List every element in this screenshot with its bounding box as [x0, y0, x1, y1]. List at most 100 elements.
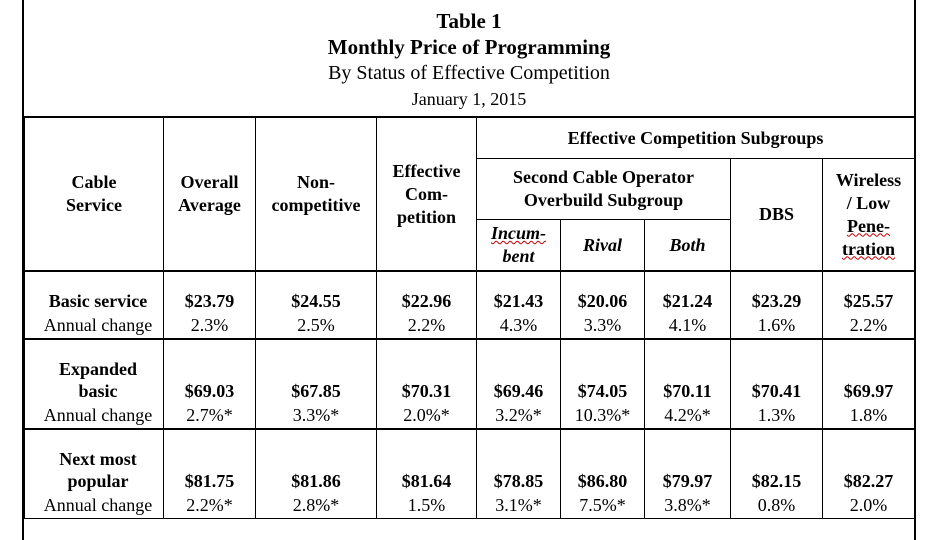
price-value: $70.11	[663, 381, 712, 401]
annual-change-value: 2.0%	[849, 495, 888, 515]
price-value: $67.85	[291, 381, 341, 401]
row-label: basic	[78, 381, 118, 401]
annual-change-value: 3.1%*	[495, 495, 542, 515]
annual-change-value: 4.3%	[499, 315, 538, 335]
price-value: $69.97	[843, 381, 894, 401]
header-incumbent: Incum- bent	[476, 219, 561, 272]
row-label-cell: Basic service Annual change	[24, 270, 164, 340]
value-cell: $81.64 1.5%	[376, 428, 477, 519]
header-second-cable-operator: Second Cable Operator Overbuild Subgroup	[476, 158, 731, 220]
price-value: $21.43	[493, 291, 544, 311]
value-cell: $67.85 3.3%*	[255, 338, 377, 430]
table-row: Expanded basic Annual change $69.03 2.7%* $67…	[24, 338, 916, 430]
annual-change-value: 2.7%*	[186, 405, 233, 425]
table-number: Table 1	[436, 9, 502, 33]
value-cell: $69.97 1.8%	[821, 338, 916, 430]
value-cell: $86.80 7.5%*	[560, 428, 645, 519]
row-sublabel: Annual change	[43, 405, 153, 425]
row-sublabel: Annual change	[43, 315, 153, 335]
annual-change-value: 3.3%	[583, 315, 622, 335]
price-value: $86.80	[577, 471, 628, 491]
annual-change-value: 7.5%*	[579, 495, 626, 515]
table-title: Monthly Price of Programming	[327, 35, 611, 59]
header-effective-competition: Effective Com- petition	[376, 117, 477, 272]
price-value: $69.03	[184, 381, 235, 401]
annual-change-value: 3.2%*	[495, 405, 542, 425]
value-cell: $22.96 2.2%	[376, 270, 477, 340]
price-value: $81.86	[291, 471, 341, 491]
annual-change-value: 2.3%	[190, 315, 229, 335]
annual-change-value: 2.2%	[849, 315, 888, 335]
table-frame	[22, 0, 916, 540]
annual-change-value: 10.3%*	[574, 405, 631, 425]
table-subtitle: By Status of Effective Competition	[328, 62, 610, 84]
annual-change-value: 2.2%*	[186, 495, 233, 515]
value-cell: $23.29 1.6%	[730, 270, 823, 340]
header-subgroups: Effective Competition Subgroups	[475, 117, 916, 159]
annual-change-value: 4.2%*	[664, 405, 711, 425]
price-value: $79.97	[662, 471, 713, 491]
annual-change-value: 2.0%*	[403, 405, 450, 425]
price-value: $82.15	[751, 471, 802, 491]
header-rival: Rival	[560, 219, 645, 272]
header-overall-average: Overall Average	[163, 117, 256, 272]
annual-change-value: 1.5%	[407, 495, 446, 515]
header-cable-service: Cable Service	[24, 117, 164, 272]
price-value: $70.41	[751, 381, 802, 401]
row-label: Basic service	[48, 291, 148, 311]
value-cell: $23.79 2.3%	[163, 270, 256, 340]
annual-change-value: 3.3%*	[292, 405, 340, 425]
annual-change-value: 1.6%	[757, 315, 796, 335]
table-row: Next most popular Annual change $81.75 2.2%*…	[24, 428, 916, 519]
header-wireless-low-penetration: Wireless / Low Pene- tration	[821, 158, 916, 272]
price-value: $78.85	[493, 471, 544, 491]
value-cell: $24.55 2.5%	[255, 270, 377, 340]
value-cell: $25.57 2.2%	[821, 270, 916, 340]
header-both: Both	[644, 219, 731, 272]
value-cell: $70.11 4.2%*	[644, 338, 731, 430]
value-cell: $82.15 0.8%	[730, 428, 823, 519]
annual-change-value: 3.8%*	[664, 495, 711, 515]
price-value: $70.31	[401, 381, 452, 401]
price-value: $82.27	[843, 471, 894, 491]
value-cell: $69.03 2.7%*	[163, 338, 256, 430]
price-value: $74.05	[577, 381, 628, 401]
value-cell: $69.46 3.2%*	[476, 338, 561, 430]
price-value: $22.96	[401, 291, 452, 311]
annual-change-value: 2.5%	[297, 315, 335, 335]
price-value: $23.79	[184, 291, 235, 311]
value-cell: $79.97 3.8%*	[644, 428, 731, 519]
row-sublabel: Annual change	[43, 495, 153, 515]
row-label: Next most	[59, 449, 137, 469]
price-value: $20.06	[577, 291, 628, 311]
annual-change-value: 4.1%	[668, 315, 707, 335]
row-label: Expanded	[58, 359, 138, 379]
table-date: January 1, 2015	[411, 89, 527, 109]
value-cell: $78.85 3.1%*	[476, 428, 561, 519]
price-value: $23.29	[751, 291, 802, 311]
annual-change-value: 1.8%	[849, 405, 888, 425]
annual-change-value: 2.8%*	[292, 495, 340, 515]
price-value: $81.64	[401, 471, 452, 491]
annual-change-value: 2.2%	[407, 315, 446, 335]
value-cell: $81.86 2.8%*	[255, 428, 377, 519]
row-label-cell: Expanded basic Annual change	[24, 338, 164, 430]
annual-change-value: 0.8%	[757, 495, 796, 515]
value-cell: $20.06 3.3%	[560, 270, 645, 340]
row-label: popular	[67, 471, 129, 491]
value-cell: $82.27 2.0%	[821, 428, 916, 519]
annual-change-value: 1.3%	[757, 405, 796, 425]
value-cell: $21.24 4.1%	[644, 270, 731, 340]
value-cell: $70.31 2.0%*	[376, 338, 477, 430]
table-row: Basic service Annual change $23.79 2.3% $24.…	[24, 270, 916, 340]
value-cell: $74.05 10.3%*	[560, 338, 645, 430]
price-value: $81.75	[184, 471, 235, 491]
price-value: $25.57	[843, 291, 894, 311]
table-title-block: Table 1 Monthly Price of Programming By …	[24, 0, 914, 118]
header-non-competitive: Non- competitive	[255, 117, 377, 272]
value-cell: $81.75 2.2%*	[163, 428, 256, 519]
header-dbs: DBS	[730, 158, 823, 272]
price-value: $24.55	[291, 291, 341, 311]
price-value: $21.24	[662, 291, 713, 311]
row-label-cell: Next most popular Annual change	[24, 428, 164, 519]
